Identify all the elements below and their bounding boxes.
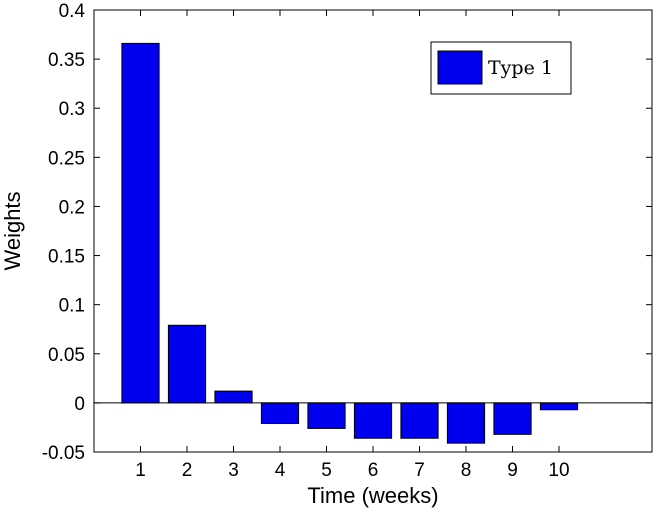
x-tick-label: 4	[275, 460, 286, 481]
bar-week-5	[307, 402, 346, 429]
y-tick-label: 0.25	[48, 148, 85, 169]
bar-week-3	[214, 390, 253, 404]
y-axis-ticks: -0.05 0 0.05 0.1 0.15 0.2 0.25 0.3 0.35 0.4	[42, 1, 652, 464]
x-tick-label: 9	[507, 460, 518, 481]
y-tick-label: 0.3	[59, 99, 85, 120]
bar-week-1	[121, 42, 160, 404]
x-tick-label: 10	[548, 460, 569, 481]
x-tick-label: 1	[135, 460, 146, 481]
x-axis-label: Time (weeks)	[307, 483, 438, 508]
bar-week-7	[400, 402, 439, 439]
x-tick-label: 7	[414, 460, 425, 481]
x-axis-ticks: 1 2 3 4 5 6 7 8 9 10	[135, 10, 570, 481]
y-tick-label: 0.1	[59, 296, 85, 317]
y-tick-label: 0.15	[48, 247, 85, 268]
bar-week-6	[353, 402, 393, 439]
y-axis-label: Weights	[0, 191, 25, 270]
y-tick-label: 0.05	[48, 345, 85, 366]
bar-week-4	[260, 402, 300, 425]
y-tick-label: 0	[74, 394, 85, 415]
y-tick-label: 0.2	[59, 197, 85, 218]
y-tick-label: -0.05	[42, 443, 85, 464]
x-tick-label: 5	[321, 460, 332, 481]
bar-week-10	[539, 402, 579, 411]
x-tick-label: 3	[228, 460, 239, 481]
legend: Type 1	[430, 41, 572, 95]
x-tick-label: 2	[182, 460, 193, 481]
x-tick-label: 8	[461, 460, 472, 481]
y-tick-label: 0.35	[48, 50, 85, 71]
bar-week-8	[446, 402, 486, 444]
bar-week-9	[493, 402, 532, 435]
x-tick-label: 6	[368, 460, 379, 481]
legend-swatch	[437, 50, 483, 85]
y-tick-label: 0.4	[59, 1, 86, 22]
legend-label: Type 1	[488, 57, 553, 79]
bar-week-2	[167, 324, 207, 404]
bars-group	[121, 42, 579, 444]
